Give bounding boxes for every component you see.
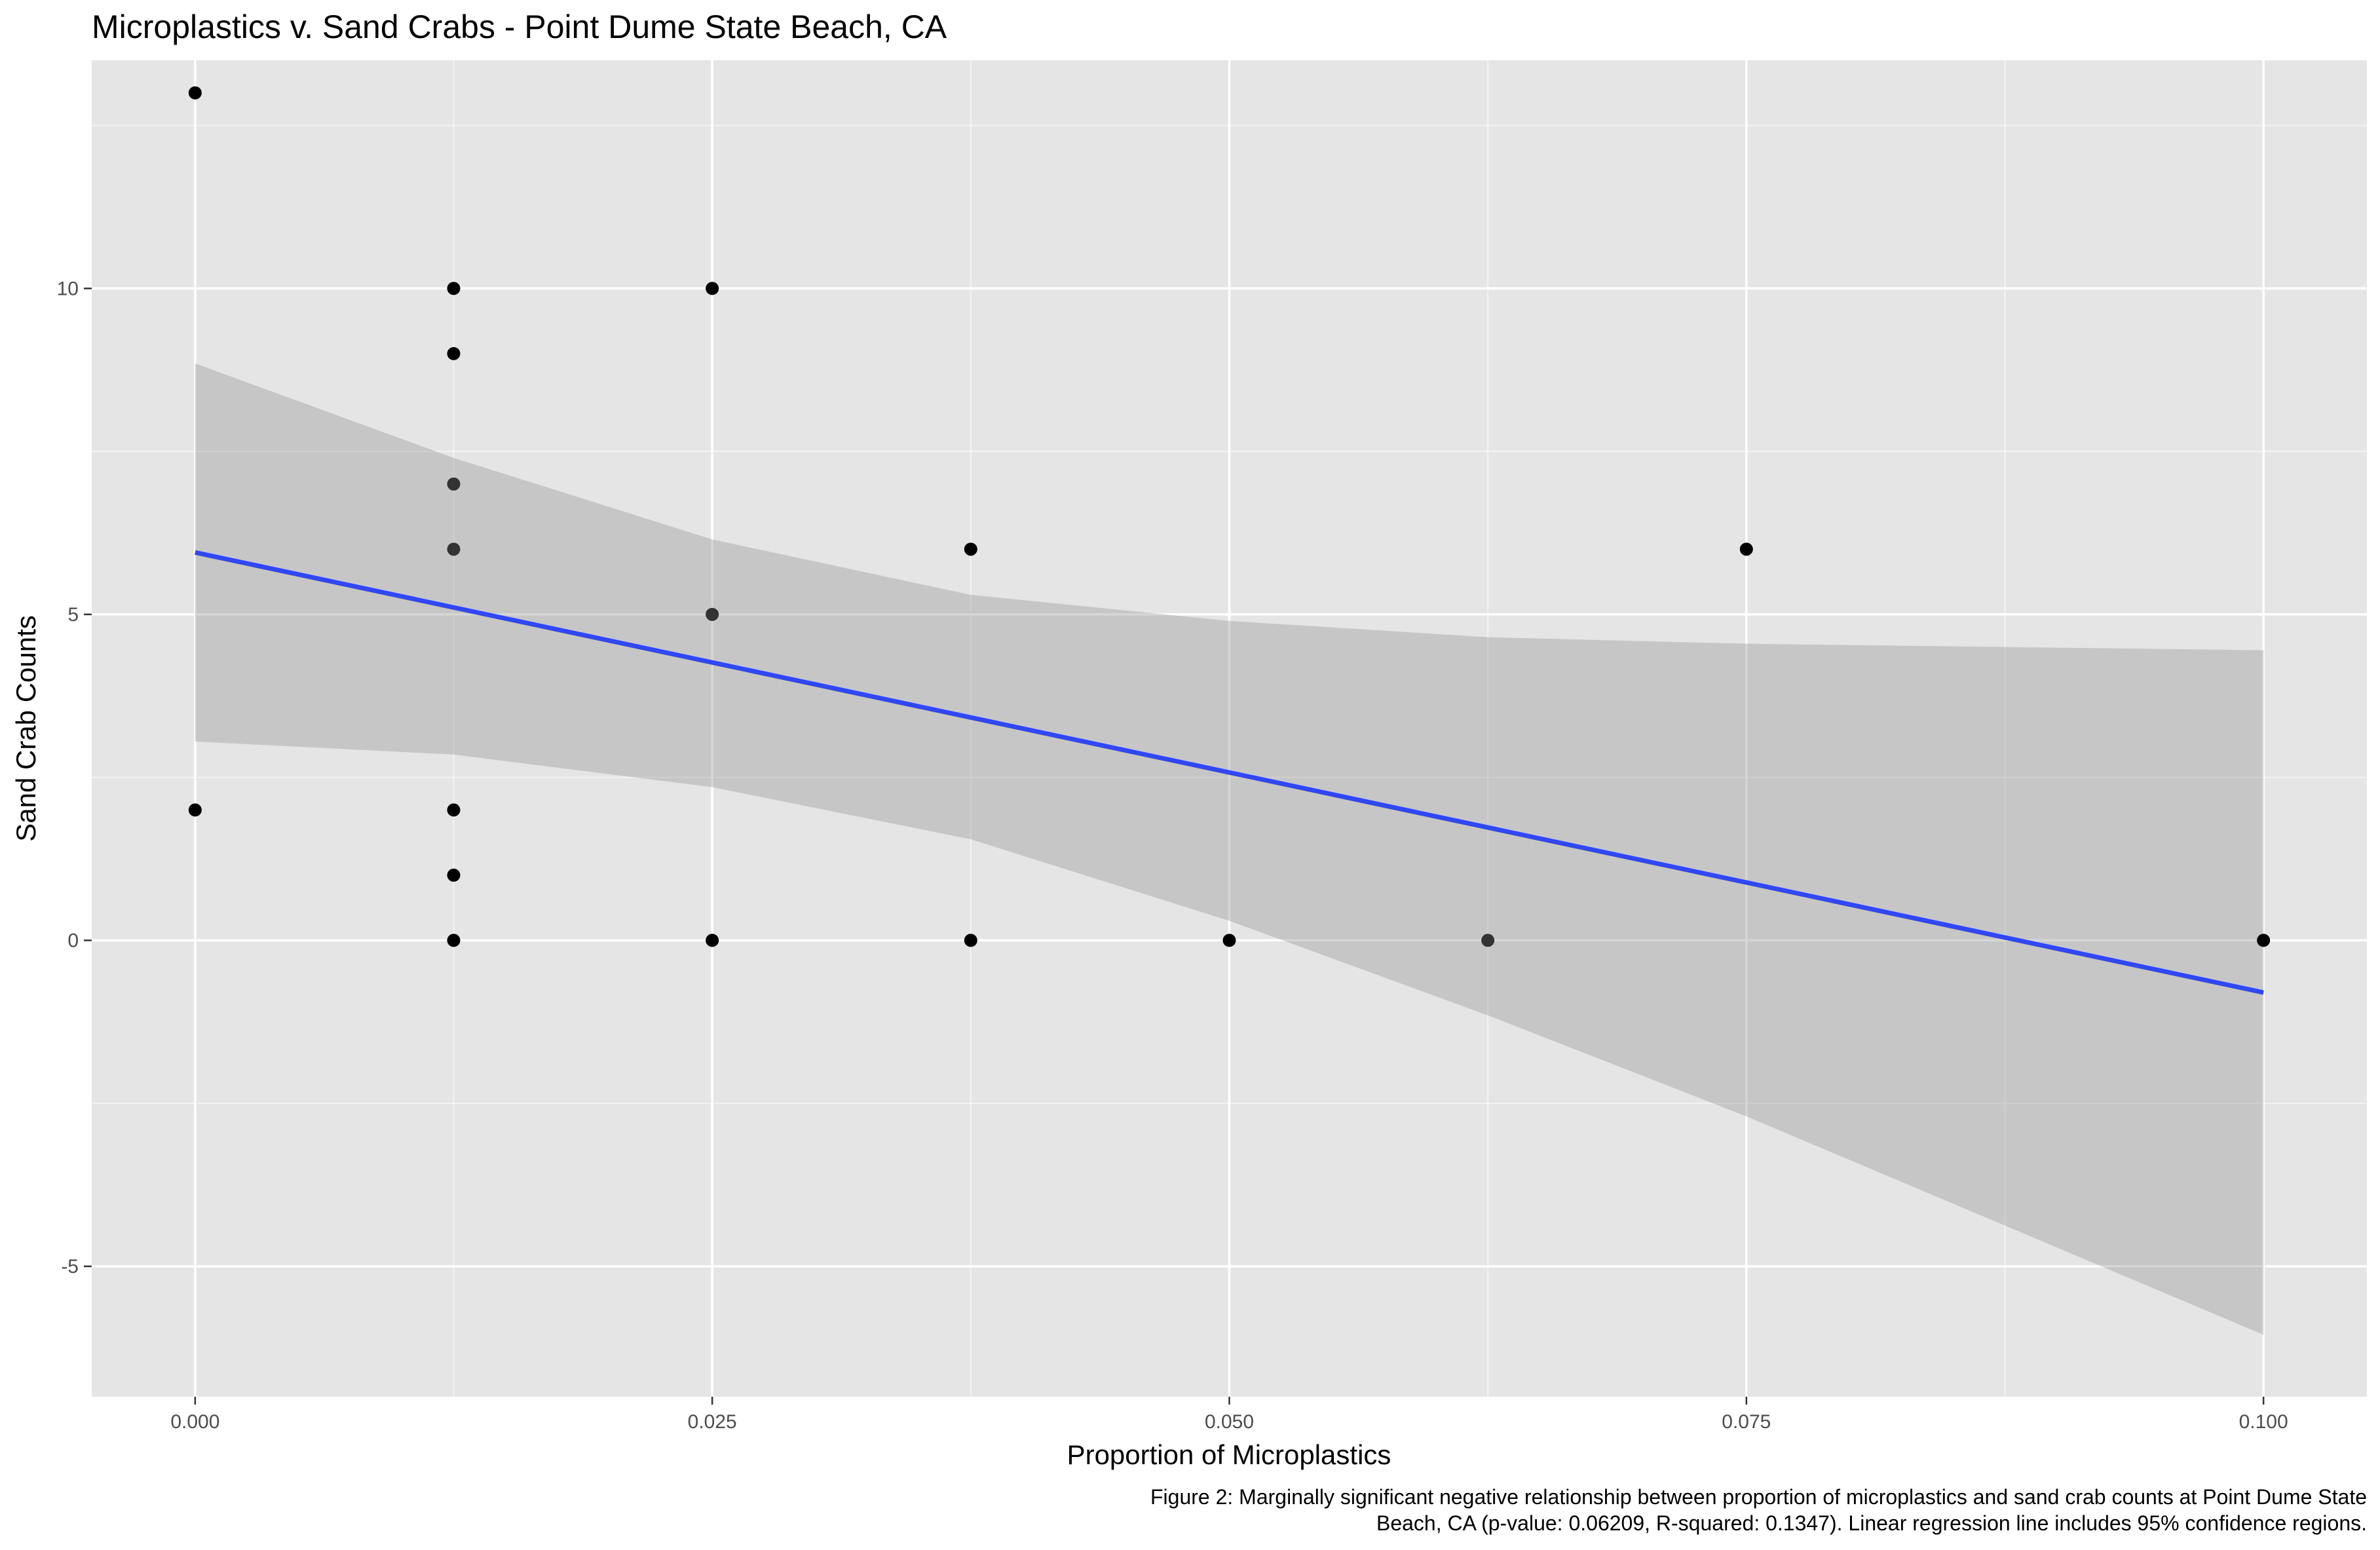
data-point: [964, 934, 977, 947]
y-tick-label: 0: [67, 930, 79, 951]
y-tick-label: 5: [67, 604, 79, 626]
x-axis-label: Proportion of Microplastics: [1067, 1439, 1391, 1470]
confidence-band: [195, 363, 2264, 1335]
data-point: [188, 86, 202, 100]
data-point: [1481, 934, 1495, 947]
data-point: [447, 542, 461, 556]
data-point: [188, 803, 202, 817]
y-tick-label: 10: [57, 278, 79, 299]
data-point: [447, 347, 461, 360]
figure-caption-line-2: Beach, CA (p-value: 0.06209, R-squared: …: [1376, 1511, 2367, 1535]
x-tick-label: 0.050: [1205, 1411, 1254, 1433]
data-point: [1222, 934, 1236, 947]
x-tick-label: 0.025: [688, 1411, 737, 1433]
data-point: [964, 542, 977, 556]
data-point: [1739, 542, 1753, 556]
regression-line: [195, 550, 2264, 995]
data-point: [706, 607, 719, 621]
data-point: [2257, 934, 2271, 947]
data-point: [706, 934, 719, 947]
y-axis-label: Sand Crab Counts: [10, 615, 41, 842]
data-point: [447, 868, 461, 882]
data-point: [447, 477, 461, 491]
data-point: [447, 934, 461, 947]
x-axis-ticks: 0.000 0.025 0.050 0.075 0.100: [170, 1397, 2288, 1433]
y-tick-label: -5: [61, 1256, 79, 1277]
data-point: [447, 803, 461, 817]
x-tick-label: 0.100: [2239, 1411, 2288, 1433]
figure-caption-line-1: Figure 2: Marginally significant negativ…: [1150, 1485, 2367, 1509]
x-tick-label: 0.075: [1722, 1411, 1771, 1433]
data-point: [706, 282, 719, 295]
data-points: [188, 86, 2271, 947]
x-tick-label: 0.000: [170, 1411, 219, 1433]
y-axis-ticks: -5 0 5 10: [57, 278, 92, 1277]
data-point: [447, 282, 461, 295]
chart-title: Microplastics v. Sand Crabs - Point Dume…: [92, 9, 947, 45]
